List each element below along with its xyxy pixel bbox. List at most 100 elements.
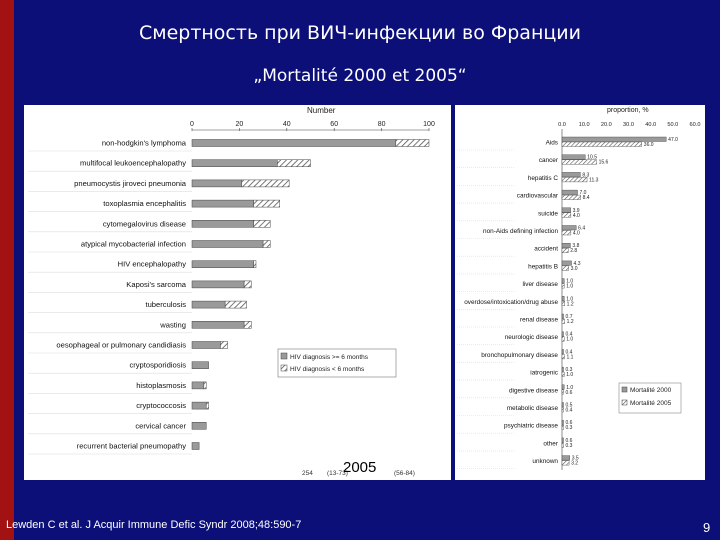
chart2-legend: Mortalité 2000 Mortalité 2005 <box>618 382 682 414</box>
chart1-legend-swatch-hatched <box>280 364 288 372</box>
chart1-bar-hatched <box>243 321 252 329</box>
chart2-data-label: 3.5 <box>572 456 579 462</box>
chart2-category-label: renal disease <box>520 317 558 324</box>
chart2-data-label: 1.0 <box>566 279 573 285</box>
chart2-bar-2005 <box>561 177 588 183</box>
chart2-bar-2000 <box>561 207 571 213</box>
chart2-data-label: 4.3 <box>574 261 581 267</box>
chart2-data-label: 0.6 <box>566 438 573 444</box>
chart1-category-label: cytomegalovirus disease <box>103 219 186 228</box>
chart2-tick-label: 60.0 <box>690 122 701 128</box>
chart2-bar-2000 <box>561 278 565 284</box>
chart2-data-label: 3.9 <box>573 208 580 214</box>
chart2-category-label: liver disease <box>522 281 558 288</box>
chart2-bar-2005 <box>561 389 564 395</box>
page-number: 9 <box>703 520 711 535</box>
chart2-category-label: digestive disease <box>509 387 558 394</box>
chart1-bar-hatched <box>224 300 247 309</box>
chart2-category-label: non-Aids defining infection <box>483 228 558 235</box>
chart1-bar-hatched <box>241 179 290 188</box>
chart2-bar-2000 <box>561 242 571 248</box>
chart1-bar-hatched <box>253 199 280 208</box>
chart2-bar-2000 <box>561 172 581 178</box>
mortality-proportion-chart-panel: proportion, % 0.0 10.0 20.0 30.0 40.0 50.0 60.… <box>455 105 705 480</box>
chart2-data-label: 3.2 <box>571 461 578 467</box>
chart2-data-label: 0.6 <box>566 420 573 426</box>
slide-title: Смертность при ВИЧ-инфекции во Франции <box>138 22 582 44</box>
chart2-data-label: 3.0 <box>571 266 578 272</box>
chart1-bar-solid <box>191 442 200 450</box>
chart2-tick-label: 10.0 <box>579 122 590 128</box>
chart2-bar-2005 <box>561 407 564 413</box>
chart1-bar-solid <box>191 199 254 208</box>
chart2-category-label: unknown <box>532 458 558 465</box>
chart1-axis-label: Number <box>307 106 336 115</box>
causes-count-chart: Number 0 20 40 60 80 100 non-hodgkin's lympho… <box>28 106 435 477</box>
chart1-footer-tick: 254 <box>302 470 313 477</box>
chart2-data-label: 1.0 <box>566 385 573 391</box>
chart2-data-label: 0.3 <box>566 443 573 449</box>
chart1-bar-solid <box>191 220 254 228</box>
chart1-bar-solid <box>191 361 209 369</box>
chart2-bar-2000 <box>561 455 570 461</box>
chart1-category-label: atypical mycobacterial infection <box>81 240 186 249</box>
chart2-legend-swatch-solid <box>621 386 628 393</box>
chart2-tick-label: 0.0 <box>558 122 566 128</box>
chart2-data-label: 1.0 <box>566 337 573 343</box>
mortality-proportion-chart: proportion, % 0.0 10.0 20.0 30.0 40.0 50.0 60.… <box>457 107 701 470</box>
chart2-data-label: 3.8 <box>572 243 579 249</box>
chart1-bar-solid <box>191 422 207 430</box>
chart2-axis-label: proportion, % <box>607 107 649 114</box>
chart1-footer-tick: (13-73) <box>327 470 348 477</box>
chart1-bar-hatched <box>277 159 311 167</box>
chart1-bar-hatched <box>395 139 430 147</box>
chart2-bar-2005 <box>561 212 572 218</box>
year-label: 2005 <box>343 459 376 476</box>
chart2-tick-label: 40.0 <box>645 122 656 128</box>
chart1-legend-label-hatched: HIV diagnosis < 6 months <box>290 366 365 373</box>
chart2-bar-2000 <box>561 437 564 443</box>
chart1-bar-hatched <box>253 260 257 268</box>
chart2-category-label: psychiatric disease <box>504 423 558 430</box>
chart1-bar-solid <box>191 260 254 268</box>
chart1-bar-solid <box>191 300 226 309</box>
chart2-category-label: Aids <box>546 140 558 147</box>
chart2-bar-2005 <box>561 318 565 324</box>
chart2-data-label: 8.3 <box>582 172 589 178</box>
chart2-data-label: 10.5 <box>587 155 597 161</box>
chart2-data-label: 0.3 <box>566 367 573 373</box>
chart2-tick-label: 50.0 <box>667 122 678 128</box>
chart2-data-label: 0.4 <box>566 408 573 414</box>
chart2-bar-2000 <box>561 296 565 302</box>
chart2-data-label: 0.4 <box>566 349 573 355</box>
chart1-category-label: recurrent bacterial pneumopathy <box>77 442 187 451</box>
chart2-data-label: 6.4 <box>578 226 585 232</box>
chart1-category-label: HIV encephalopathy <box>118 260 187 269</box>
chart2-data-label: 0.5 <box>566 403 573 409</box>
chart2-data-label: 4.0 <box>573 213 580 219</box>
chart2-data-label: 8.4 <box>583 195 590 201</box>
chart1-bar-solid <box>191 401 207 410</box>
chart1-category-label: multifocal leukoencephalopathy <box>80 159 186 168</box>
chart2-bar-2005 <box>561 336 565 342</box>
chart2-bar-2005 <box>561 425 564 430</box>
chart1-bar-hatched <box>243 280 252 289</box>
chart1-bar-solid <box>191 179 243 188</box>
chart2-data-label: 0.3 <box>566 425 573 431</box>
chart1-tick-label: 80 <box>378 121 386 128</box>
chart2-bar-2000 <box>561 420 564 425</box>
chart1-bar-hatched <box>262 240 271 248</box>
chart1-category-label: cryptosporidiosis <box>129 361 186 370</box>
chart2-category-label: hepatitis C <box>528 175 559 182</box>
chart1-bar-solid <box>191 341 221 349</box>
chart2-tick-label: 20.0 <box>601 122 612 128</box>
chart1-category-label: oesophageal or pulmonary candidiasis <box>56 341 186 350</box>
chart2-data-label: 36.0 <box>644 142 654 148</box>
chart1-tick-label: 100 <box>423 121 435 128</box>
chart2-data-label: 11.3 <box>589 177 599 183</box>
chart2-data-label: 47.0 <box>668 137 678 143</box>
chart2-data-label: 1.1 <box>566 354 573 360</box>
chart2-bar-2005 <box>561 283 565 289</box>
chart1-bar-hatched <box>205 401 209 410</box>
chart2-category-label: cardiovascular <box>517 193 559 200</box>
